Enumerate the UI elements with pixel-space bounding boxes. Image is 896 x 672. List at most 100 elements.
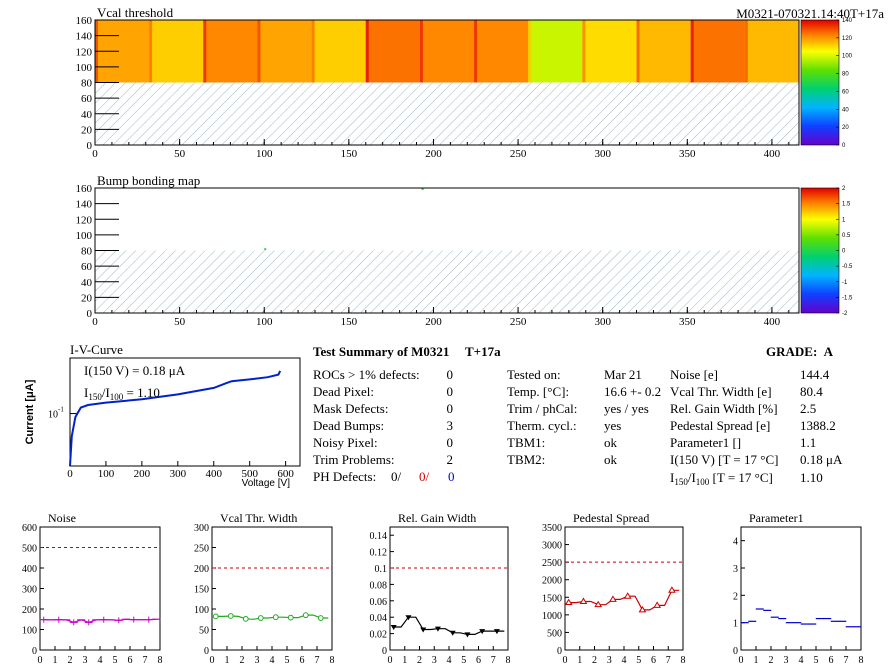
x-tick-label: 400 [764, 148, 781, 160]
x-tick-label: 0 [739, 655, 744, 666]
x-tick-label: 300 [170, 468, 187, 480]
palette-tick-label: 2 [842, 186, 846, 192]
summary-right-label: Noise [e] [670, 367, 718, 382]
summary-right-label: I(150 V) [T = 17 °C] [670, 452, 778, 467]
palette-tick-label: 0.5 [842, 233, 851, 239]
iv-annotation-current: I(150 V) = 0.18 μA [84, 363, 186, 378]
x-tick-label: 1 [754, 655, 759, 666]
palette-tick-label: 0 [842, 143, 846, 149]
y-tick-label: 3 [733, 564, 738, 575]
x-tick-label: 50 [174, 148, 186, 160]
y-tick-label: 0.06 [370, 597, 388, 608]
palette-tick-label: 1.5 [842, 202, 851, 208]
summary-right-value: 1.1 [800, 435, 816, 450]
data-point [272, 614, 279, 621]
data-point [623, 592, 632, 599]
roc-cell [203, 20, 258, 83]
summary-left-value: 3 [447, 418, 454, 433]
x-tick-label: 3 [83, 655, 88, 666]
y-tick-label: 200 [194, 564, 209, 575]
y-tick-label: 3500 [542, 523, 562, 534]
roc-cell [419, 20, 475, 83]
palette-tick-label: 100 [842, 54, 853, 60]
y-tick-label: 300 [22, 585, 37, 596]
plot-frame [740, 526, 862, 651]
x-tick-label: 6 [128, 655, 133, 666]
data-point [449, 630, 456, 636]
y-tick-label: 400 [22, 564, 37, 575]
ratio-part: 100 [110, 392, 124, 402]
summary-mid-label: Tested on: [507, 367, 561, 382]
x-tick-label: 350 [679, 148, 696, 160]
data-point [594, 600, 603, 608]
data-point [420, 627, 427, 633]
y-tick-label: 0 [87, 308, 93, 320]
summary-right-value: 1388.2 [800, 418, 836, 433]
x-tick-label: 8 [859, 655, 864, 666]
x-tick-label: 3 [255, 655, 260, 666]
test-summary: Test Summary of M0321 T+17a GRADE: A ROCs > … [313, 344, 843, 487]
roc-edge [311, 20, 315, 83]
y-tick-label: 300 [194, 523, 209, 534]
ph-defects-label: PH Defects: [313, 469, 376, 484]
y-tick-label: 500 [22, 544, 37, 555]
summary-left-value: 0 [447, 367, 454, 382]
x-tick-label: 4 [447, 655, 452, 666]
unused-half-hatch [95, 250, 799, 313]
x-tick-label: 8 [506, 655, 511, 666]
y-tick-label: 0.12 [370, 548, 388, 559]
roc-edge [528, 20, 532, 83]
x-tick-label: 7 [143, 655, 148, 666]
y-tick-label: 160 [76, 183, 93, 195]
y-tick-label: 140 [76, 31, 93, 43]
x-tick-label: 2 [240, 655, 245, 666]
summary-left-label: Mask Defects: [313, 401, 388, 416]
palette-tick-label: 1 [842, 217, 846, 223]
dead-bump-marker [421, 188, 424, 190]
summary-ratio-value: 1.10 [800, 470, 823, 485]
data-point [479, 629, 486, 635]
x-tick-label: 1 [402, 655, 407, 666]
y-tick-label: 40 [81, 109, 93, 121]
x-tick-label: 500 [241, 468, 258, 480]
ratio-part: 100 [696, 477, 710, 487]
data-point [653, 601, 662, 608]
y-tick-label: 80 [81, 78, 93, 90]
run-id-label: M0321-070321.14:40T+17a [736, 6, 884, 21]
summary-right-value: 0.18 μA [800, 452, 843, 467]
color-palette [801, 188, 839, 313]
ratio-part: /I [688, 470, 696, 485]
y-tick-label: 0 [87, 140, 93, 152]
x-tick-label: 250 [510, 316, 527, 328]
x-tick-label: 0 [38, 655, 43, 666]
summary-right-value: 80.4 [800, 384, 823, 399]
y-tick-label: 0.04 [370, 613, 388, 624]
y-tick-label: 600 [22, 523, 37, 534]
summary-right-value: 2.5 [800, 401, 816, 416]
summary-mid-label: Therm. cycl.: [507, 418, 577, 433]
ph-defects-value: 0/ [391, 469, 402, 484]
x-tick-label: 50 [174, 316, 186, 328]
x-tick-label: 200 [425, 148, 442, 160]
ph-defects-value: 0 [448, 469, 455, 484]
x-tick-label: 5 [113, 655, 118, 666]
y-tick-label: 3000 [542, 541, 562, 552]
x-tick-label: 100 [98, 468, 115, 480]
palette-tick-label: 0 [842, 249, 846, 255]
summary-left-value: 0 [447, 384, 454, 399]
summary-ratio-label: I150/I100 [T = 17 °C] [670, 470, 773, 487]
y-tick-label: 1000 [542, 611, 562, 622]
roc-edge [474, 20, 478, 83]
roc-cell [149, 20, 204, 83]
x-tick-label: 5 [814, 655, 819, 666]
y-tick-label: 50 [199, 626, 209, 637]
roc-edge [636, 20, 640, 83]
x-tick-label: 250 [510, 148, 527, 160]
roc-edge [744, 20, 748, 83]
color-palette [801, 20, 839, 145]
